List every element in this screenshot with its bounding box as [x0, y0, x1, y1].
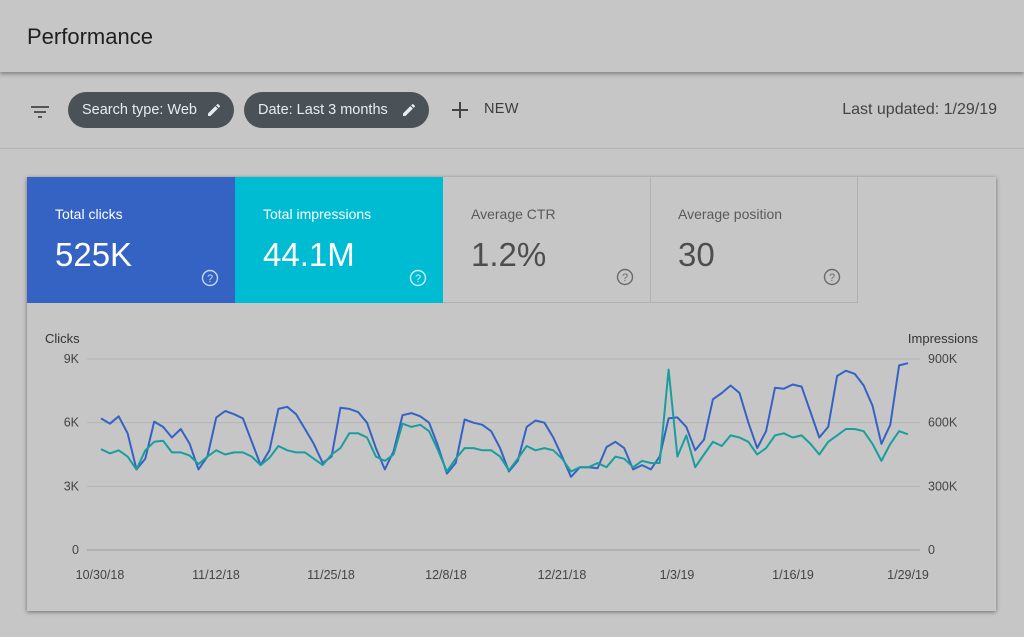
clicks-series-line[interactable] — [100, 362, 909, 478]
y-axis-title-right: Impressions — [908, 331, 979, 346]
pencil-icon[interactable] — [206, 102, 222, 118]
top-bar: Performance — [0, 0, 1024, 72]
y-tick-label-right: 900K — [928, 352, 958, 366]
performance-card: Total clicks 525K ? Total impressions 44… — [27, 177, 996, 611]
y-tick-label-right: 600K — [928, 416, 958, 430]
question-circle-icon[interactable]: ? — [616, 268, 634, 286]
metric-total-clicks[interactable]: Total clicks 525K ? — [27, 177, 235, 303]
filter-lines-icon[interactable] — [28, 100, 52, 124]
metric-label: Total impressions — [263, 206, 372, 222]
search-type-chip-label: Search type: Web — [82, 102, 197, 118]
search-type-chip[interactable]: Search type: Web — [68, 92, 234, 128]
metric-label: Average position — [678, 206, 783, 222]
page-title: Performance — [27, 24, 153, 49]
svg-text:?: ? — [207, 273, 213, 285]
y-tick-label-right: 0 — [928, 543, 935, 557]
x-tick-label: 12/8/18 — [425, 568, 467, 582]
y-tick-label-right: 300K — [928, 479, 958, 493]
metric-total-impressions[interactable]: Total impressions 44.1M ? — [235, 177, 443, 303]
last-updated-text: Last updated: 1/29/19 — [842, 101, 997, 118]
svg-text:?: ? — [829, 272, 835, 284]
y-tick-label-left: 9K — [64, 352, 80, 366]
metric-value: 525K — [55, 236, 133, 273]
new-filter-label: NEW — [484, 101, 519, 117]
plus-icon — [452, 102, 468, 118]
metric-average-position[interactable]: Average position 30 ? — [650, 177, 858, 303]
metric-average-ctr[interactable]: Average CTR 1.2% ? — [443, 177, 651, 303]
x-tick-label: 12/21/18 — [538, 568, 587, 582]
metric-label: Average CTR — [471, 206, 556, 222]
y-tick-label-left: 0 — [72, 543, 79, 557]
y-tick-label-left: 6K — [64, 416, 80, 430]
svg-text:?: ? — [415, 273, 421, 285]
date-range-chip[interactable]: Date: Last 3 months — [244, 92, 429, 128]
impressions-series-line[interactable] — [100, 368, 909, 473]
x-tick-label: 1/29/19 — [887, 568, 929, 582]
x-tick-label: 11/12/18 — [192, 568, 240, 582]
metric-value: 44.1M — [263, 236, 355, 273]
metric-value: 30 — [678, 236, 715, 273]
performance-chart[interactable]: 9K 900K 6K 600K 3K 300K 0 0 Clicks Impressions 10/… — [27, 177, 996, 611]
metric-label: Total clicks — [55, 206, 123, 222]
question-circle-icon[interactable]: ? — [409, 269, 427, 287]
x-tick-label: 10/30/18 — [76, 568, 125, 582]
x-tick-label: 1/3/19 — [660, 568, 695, 582]
filter-bar: Search type: Web Date: Last 3 months NEW… — [0, 74, 1024, 149]
question-circle-icon[interactable]: ? — [823, 268, 841, 286]
x-tick-label: 11/25/18 — [307, 568, 355, 582]
x-tick-label: 1/16/19 — [772, 568, 814, 582]
y-axis-title-left: Clicks — [45, 331, 80, 346]
question-circle-icon[interactable]: ? — [201, 269, 219, 287]
svg-text:?: ? — [622, 272, 628, 284]
y-tick-label-left: 3K — [64, 479, 80, 493]
pencil-icon[interactable] — [401, 102, 417, 118]
metric-value: 1.2% — [471, 236, 547, 273]
date-range-chip-label: Date: Last 3 months — [258, 102, 388, 118]
